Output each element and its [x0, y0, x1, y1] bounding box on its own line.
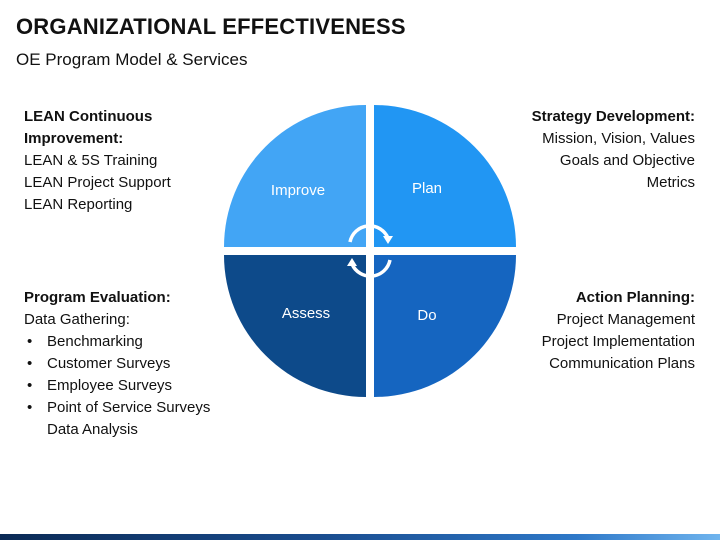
lean-item: LEAN Reporting [24, 196, 133, 213]
strategy-heading: Strategy Development: [531, 108, 695, 125]
quadrant-improve-label: Improve [271, 182, 325, 199]
evaluation-trailing: Data Analysis [47, 421, 138, 438]
evaluation-bullet: Point of Service Surveys [24, 397, 254, 419]
lean-heading-line1: LEAN Continuous [24, 108, 153, 125]
lean-item: LEAN Project Support [24, 174, 171, 191]
strategy-item: Goals and Objective [559, 152, 695, 169]
action-item: Communication Plans [549, 355, 695, 372]
evaluation-bullet: Employee Surveys [24, 375, 254, 397]
quadrant-plan-label: Plan [412, 180, 442, 197]
quadrant-assess-label: Assess [282, 305, 330, 322]
quadrant-do [374, 255, 516, 397]
lean-item: LEAN & 5S Training [24, 152, 158, 169]
evaluation-bullet: Customer Surveys [24, 353, 254, 375]
evaluation-bullet: Benchmarking [24, 331, 254, 353]
footer-accent-bar [0, 534, 720, 540]
action-section: Action Planning: Project Management Proj… [495, 287, 695, 375]
action-item: Project Implementation [541, 333, 695, 350]
page-title: ORGANIZATIONAL EFFECTIVENESS [16, 14, 406, 39]
lean-section: LEAN Continuous Improvement: LEAN & 5S T… [24, 106, 224, 216]
evaluation-bullet-list: Benchmarking Customer Surveys Employee S… [24, 331, 254, 419]
strategy-item: Metrics [646, 174, 695, 191]
evaluation-heading: Program Evaluation: [24, 289, 171, 306]
page-subtitle: OE Program Model & Services [16, 50, 248, 69]
circular-arrows-icon [347, 224, 393, 278]
quadrant-do-label: Do [417, 307, 436, 324]
action-heading: Action Planning: [575, 289, 695, 306]
evaluation-section: Program Evaluation: Data Gathering: Benc… [24, 287, 254, 441]
strategy-section: Strategy Development: Mission, Vision, V… [495, 106, 695, 194]
quadrant-assess [224, 255, 366, 397]
strategy-item: Mission, Vision, Values [542, 130, 695, 147]
quadrant-improve [224, 105, 366, 247]
lean-heading-line2: Improvement: [24, 130, 124, 147]
quadrant-plan [374, 105, 516, 247]
evaluation-intro: Data Gathering: [24, 311, 130, 328]
action-item: Project Management [556, 311, 695, 328]
